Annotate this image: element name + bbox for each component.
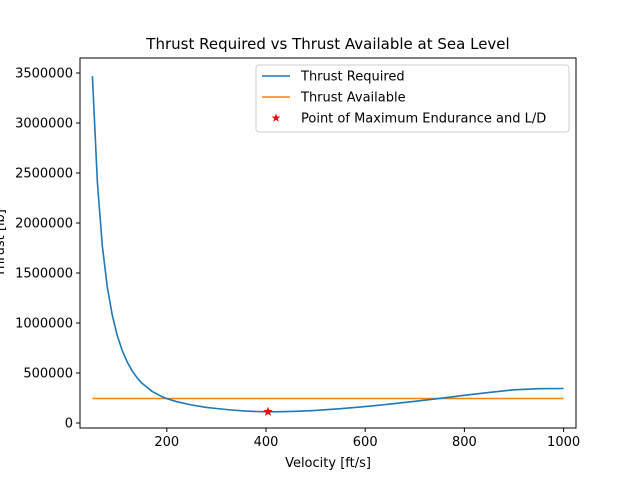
y-tick-label: 1000000 — [15, 317, 73, 332]
x-tick-label: 400 — [254, 435, 279, 450]
y-axis-label: Thrust [lb] — [0, 209, 8, 278]
x-axis-label: Velocity [ft/s] — [285, 456, 371, 471]
legend-box — [255, 64, 570, 133]
y-tick-label: 2000000 — [15, 217, 73, 232]
y-tick-label: 500000 — [23, 367, 73, 382]
max-endurance-point-star-icon — [263, 406, 273, 417]
legend-label-thrust-available: Thrust Available — [300, 91, 406, 106]
x-tick-label: 600 — [353, 435, 378, 450]
y-tick-label: 1500000 — [15, 267, 73, 282]
legend-label-max-endurance: Point of Maximum Endurance and L/D — [301, 112, 546, 127]
x-tick-label: 200 — [154, 435, 179, 450]
y-tick-label: 3000000 — [15, 117, 73, 132]
x-tick-label: 1000 — [547, 435, 580, 450]
chart-title: Thrust Required vs Thrust Available at S… — [145, 35, 509, 53]
y-tick-label: 2500000 — [15, 167, 73, 182]
y-tick-label: 3500000 — [15, 67, 73, 82]
x-tick-label: 800 — [452, 435, 477, 450]
y-tick-label: 0 — [65, 417, 73, 432]
ticks-layer: 200 400 600 800 1000 0 500000 1000000 1500000 200… — [15, 67, 580, 451]
plot-frame — [79, 57, 577, 429]
legend-label-thrust-required: Thrust Required — [300, 70, 405, 85]
legend: Thrust Required Thrust Available Point o… — [255, 64, 570, 133]
series-line-thrust-required — [91, 75, 564, 413]
legend-swatch-star-icon — [271, 113, 281, 122]
plot-layer — [91, 75, 564, 417]
